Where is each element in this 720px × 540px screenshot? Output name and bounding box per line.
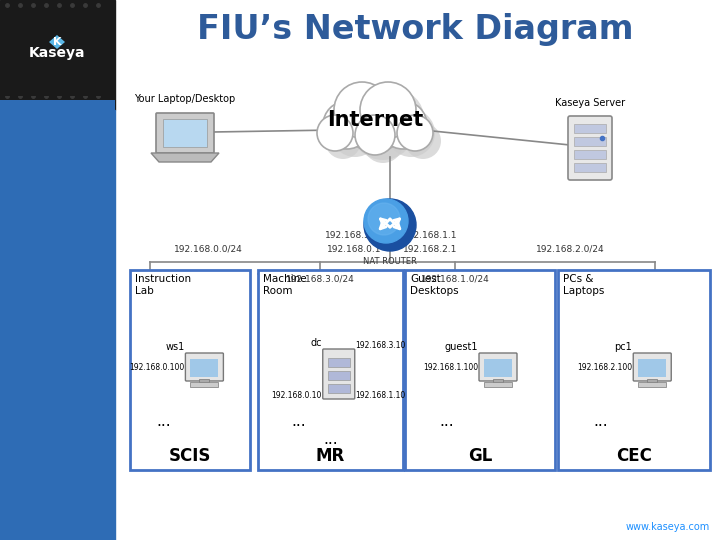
- Text: SCIS: SCIS: [168, 447, 211, 465]
- FancyBboxPatch shape: [634, 353, 671, 381]
- Bar: [0, 0, 115, 110]
- FancyBboxPatch shape: [1, 16, 114, 96]
- FancyBboxPatch shape: [156, 113, 214, 153]
- Bar: [574, 124, 606, 133]
- Bar: [190, 382, 218, 387]
- Bar: [574, 137, 606, 146]
- Circle shape: [351, 96, 415, 160]
- FancyBboxPatch shape: [186, 353, 223, 381]
- Circle shape: [368, 90, 424, 146]
- Circle shape: [405, 123, 441, 159]
- Text: FIU’s Network Diagram: FIU’s Network Diagram: [197, 14, 634, 46]
- Bar: [328, 371, 350, 380]
- Circle shape: [355, 115, 395, 155]
- Circle shape: [317, 115, 353, 151]
- Bar: [484, 382, 512, 387]
- Bar: [638, 382, 666, 387]
- Circle shape: [325, 123, 361, 159]
- Text: ws1: ws1: [165, 342, 184, 352]
- Text: Your Laptop/Desktop: Your Laptop/Desktop: [135, 94, 235, 104]
- FancyBboxPatch shape: [323, 349, 355, 399]
- Text: 192.168.2.1: 192.168.2.1: [402, 245, 457, 254]
- Circle shape: [342, 90, 398, 146]
- Text: 192.168.2.100: 192.168.2.100: [577, 363, 632, 373]
- FancyBboxPatch shape: [568, 116, 612, 180]
- Bar: [574, 150, 606, 159]
- Text: 192.168.1.0/24: 192.168.1.0/24: [420, 274, 490, 283]
- Text: CEC: CEC: [616, 447, 652, 465]
- Bar: [574, 163, 606, 172]
- Circle shape: [360, 82, 416, 138]
- Bar: [558, 270, 710, 470]
- Text: ...: ...: [440, 415, 454, 429]
- Text: ...: ...: [156, 415, 171, 429]
- Circle shape: [323, 101, 371, 149]
- Text: Machine
Room: Machine Room: [263, 274, 307, 295]
- Text: Instruction
Lab: Instruction Lab: [135, 274, 191, 295]
- Bar: [0, 110, 115, 540]
- Text: dc: dc: [310, 338, 322, 348]
- FancyBboxPatch shape: [0, 100, 115, 125]
- Text: 192.168.2.0/24: 192.168.2.0/24: [536, 245, 604, 254]
- Text: ...: ...: [593, 415, 608, 429]
- Bar: [190, 359, 218, 377]
- Bar: [638, 359, 666, 377]
- Bar: [647, 379, 657, 383]
- Text: PCs &
Laptops: PCs & Laptops: [563, 274, 604, 295]
- Text: guest1: guest1: [444, 342, 478, 352]
- Circle shape: [364, 199, 408, 243]
- Text: 192.168.1.10: 192.168.1.10: [355, 390, 405, 400]
- Text: 192.168.3.0/24: 192.168.3.0/24: [286, 274, 354, 283]
- Text: 192.168.0.10: 192.168.0.10: [271, 390, 322, 400]
- Bar: [328, 358, 350, 367]
- Text: MR: MR: [316, 447, 345, 465]
- Text: pc1: pc1: [614, 342, 632, 352]
- Text: Kaseya: Kaseya: [29, 46, 85, 60]
- Text: NAT ROUTER: NAT ROUTER: [363, 257, 417, 266]
- Bar: [130, 270, 250, 470]
- Text: 192.168.0.100: 192.168.0.100: [129, 363, 184, 373]
- Bar: [493, 379, 503, 383]
- Text: ...: ...: [292, 415, 306, 429]
- Circle shape: [331, 109, 379, 157]
- Bar: [484, 359, 512, 377]
- Bar: [258, 270, 403, 470]
- Circle shape: [368, 203, 400, 235]
- Text: 192.168.3.1: 192.168.3.1: [325, 231, 379, 240]
- Circle shape: [363, 123, 403, 163]
- Polygon shape: [49, 35, 65, 49]
- Circle shape: [397, 115, 433, 151]
- Circle shape: [364, 199, 416, 251]
- Text: 192.168.1.100: 192.168.1.100: [423, 363, 478, 373]
- Text: www.kaseya.com: www.kaseya.com: [626, 522, 710, 532]
- Text: 192.168.0.1: 192.168.0.1: [327, 245, 382, 254]
- Bar: [199, 379, 210, 383]
- Circle shape: [343, 88, 407, 152]
- Text: 192.168.0.0/24: 192.168.0.0/24: [174, 245, 243, 254]
- Circle shape: [379, 101, 427, 149]
- Text: Internet: Internet: [327, 110, 423, 130]
- Text: Guest
Desktops: Guest Desktops: [410, 274, 459, 295]
- Circle shape: [387, 109, 435, 157]
- Text: Kaseya Server: Kaseya Server: [555, 98, 625, 108]
- Text: 192.168.1.1: 192.168.1.1: [402, 231, 457, 240]
- Text: 192.168.3.10: 192.168.3.10: [355, 341, 405, 350]
- Bar: [163, 119, 207, 147]
- Bar: [328, 384, 350, 393]
- Text: GL: GL: [468, 447, 492, 465]
- Circle shape: [334, 82, 390, 138]
- Polygon shape: [151, 153, 219, 162]
- Text: ...: ...: [323, 433, 338, 448]
- Text: K: K: [53, 37, 61, 47]
- FancyBboxPatch shape: [479, 353, 517, 381]
- Bar: [405, 270, 555, 470]
